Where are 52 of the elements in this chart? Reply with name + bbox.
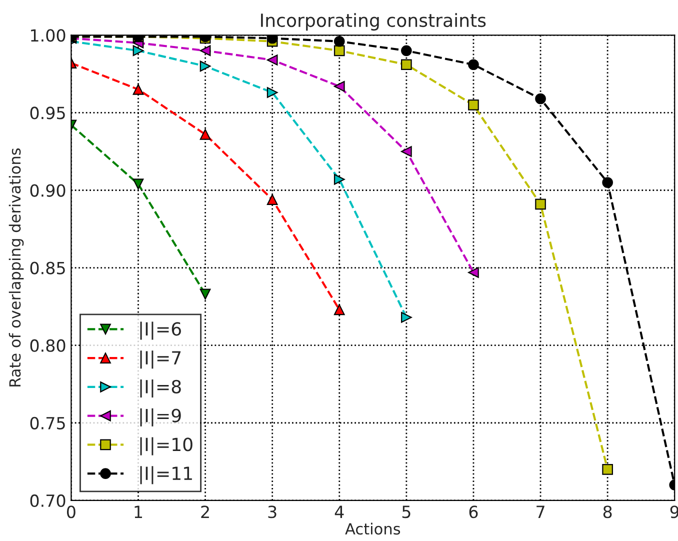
point [401,146,412,157]
point [602,177,613,188]
y-tick-label: 0.75 [30,416,65,430]
point [266,194,278,205]
chart-title: Incorporating constraints [261,13,486,31]
y-tick-label: 0.80 [30,339,66,352]
y-tick-label: 1.00 [31,29,66,42]
point [468,267,479,278]
point [401,59,412,70]
point [334,304,345,316]
point [266,35,278,44]
x-tick-label: 0 [66,506,76,518]
legend-label: |I|=10 [140,437,192,456]
y-tick-label: 0.85 [30,262,65,274]
x-tick-label: 7 [536,506,544,518]
x-tick-label: 1 [134,506,142,518]
point [602,464,613,475]
point [468,100,479,110]
y-tick-label: 0.70 [30,494,66,507]
x-tick-label: 3 [268,506,276,518]
legend-label: |I|=11 [140,466,192,484]
point [401,45,412,56]
point [132,45,144,56]
point [401,312,412,323]
point [266,54,278,66]
y-axis-title: Rate of overlapping derivations [8,148,24,386]
x-tick-label: 5 [402,506,410,518]
point [200,60,211,72]
point [334,80,345,92]
x-axis-title: Actions [345,522,400,535]
y-tick-label: 0.95 [30,106,65,120]
point [200,129,211,140]
legend-label: |I|=8 [140,379,181,398]
point [132,84,144,95]
point [200,288,211,300]
point [334,45,345,56]
x-tick-label: 8 [603,506,612,518]
legend-label: |I|=6 [140,322,181,340]
point [535,93,546,104]
point [334,174,345,185]
y-tick-label: 0.90 [30,184,66,197]
point [200,45,211,56]
legend-label: |I|=9 [140,408,181,426]
point [266,87,278,98]
point [132,178,144,190]
point [535,198,546,210]
x-tick-label: 6 [469,506,478,518]
x-tick-label: 4 [334,506,344,518]
point [468,59,479,70]
x-tick-label: 2 [201,506,209,518]
legend-label: |I|=7 [140,350,181,369]
point [334,36,345,47]
